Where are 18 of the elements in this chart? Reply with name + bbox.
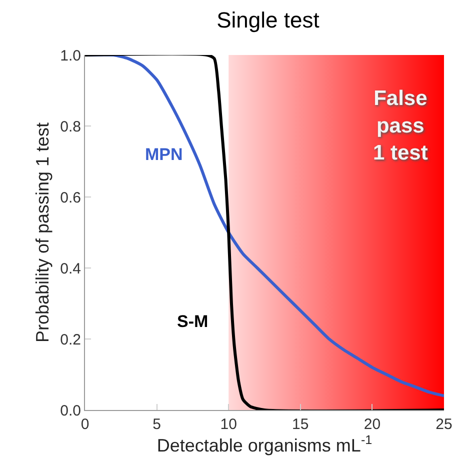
y-tick-label: 1.0 bbox=[60, 47, 81, 64]
y-axis-title: Probability of passing 1 test bbox=[32, 122, 52, 343]
y-tick-label: 0.8 bbox=[60, 118, 81, 136]
x-tick-label: 0 bbox=[80, 416, 90, 433]
x-tick-label: 5 bbox=[152, 416, 161, 433]
x-tick-label: 25 bbox=[436, 416, 452, 433]
y-tick-label: 0.2 bbox=[60, 331, 81, 348]
x-tick-label: 20 bbox=[364, 416, 381, 433]
y-tick-label: 0.0 bbox=[60, 402, 81, 420]
y-tick-label: 0.4 bbox=[60, 260, 81, 278]
x-axis-title: Detectable organisms mL$^{-1}$ bbox=[156, 433, 372, 456]
chart-title: Single test bbox=[216, 7, 320, 32]
x-tick-label: 10 bbox=[220, 416, 237, 433]
band-label: False pass 1 test bbox=[373, 87, 428, 165]
x-tick-label: 15 bbox=[292, 416, 309, 433]
series-label: S-M bbox=[177, 312, 208, 331]
series-label: MPN bbox=[145, 145, 183, 164]
y-tick-label: 0.6 bbox=[60, 189, 81, 206]
